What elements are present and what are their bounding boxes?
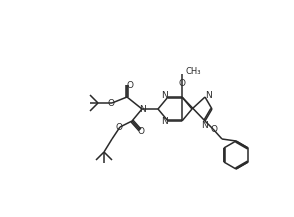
Text: O: O <box>108 100 114 108</box>
Text: N: N <box>161 117 167 125</box>
Text: CH₃: CH₃ <box>186 67 201 77</box>
Text: N: N <box>161 92 167 100</box>
Text: N: N <box>202 120 208 130</box>
Text: O: O <box>116 123 123 133</box>
Text: N: N <box>205 90 211 100</box>
Text: O: O <box>178 79 186 89</box>
Text: O: O <box>211 125 218 135</box>
Text: O: O <box>126 81 133 89</box>
Text: O: O <box>138 128 144 136</box>
Text: N: N <box>139 105 145 113</box>
